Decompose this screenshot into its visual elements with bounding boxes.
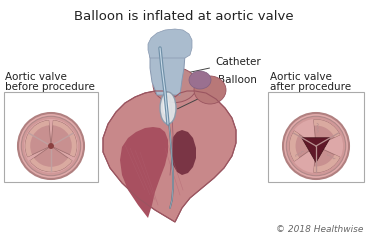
Polygon shape bbox=[148, 29, 192, 58]
Wedge shape bbox=[290, 131, 316, 161]
Circle shape bbox=[286, 116, 346, 176]
Ellipse shape bbox=[153, 67, 197, 102]
Wedge shape bbox=[30, 146, 72, 172]
Wedge shape bbox=[53, 120, 77, 157]
Polygon shape bbox=[172, 130, 196, 175]
Circle shape bbox=[289, 119, 343, 173]
Ellipse shape bbox=[189, 71, 211, 89]
Ellipse shape bbox=[163, 97, 169, 115]
Text: Aortic valve: Aortic valve bbox=[270, 72, 332, 82]
Circle shape bbox=[21, 116, 81, 176]
Bar bbox=[268, 92, 364, 182]
Text: Balloon is inflated at aortic valve: Balloon is inflated at aortic valve bbox=[74, 10, 294, 23]
Text: after procedure: after procedure bbox=[270, 82, 351, 92]
Wedge shape bbox=[314, 155, 340, 172]
Wedge shape bbox=[25, 120, 49, 157]
Circle shape bbox=[18, 113, 84, 179]
Polygon shape bbox=[103, 91, 236, 222]
Text: Balloon: Balloon bbox=[177, 75, 257, 109]
Text: Aortic valve: Aortic valve bbox=[5, 72, 67, 82]
Ellipse shape bbox=[194, 76, 226, 104]
Text: before procedure: before procedure bbox=[5, 82, 95, 92]
Polygon shape bbox=[302, 138, 330, 162]
Text: © 2018 Healthwise: © 2018 Healthwise bbox=[276, 225, 363, 234]
Wedge shape bbox=[314, 146, 340, 172]
Text: Catheter: Catheter bbox=[166, 57, 261, 78]
Circle shape bbox=[24, 119, 78, 173]
Circle shape bbox=[48, 143, 54, 149]
Bar bbox=[4, 92, 98, 182]
Wedge shape bbox=[314, 120, 340, 146]
Polygon shape bbox=[120, 127, 168, 218]
Polygon shape bbox=[150, 32, 185, 95]
Wedge shape bbox=[51, 120, 77, 157]
Wedge shape bbox=[290, 131, 299, 161]
Wedge shape bbox=[30, 158, 72, 172]
Circle shape bbox=[283, 113, 349, 179]
Wedge shape bbox=[314, 120, 340, 137]
Ellipse shape bbox=[160, 92, 176, 124]
Wedge shape bbox=[25, 120, 51, 157]
